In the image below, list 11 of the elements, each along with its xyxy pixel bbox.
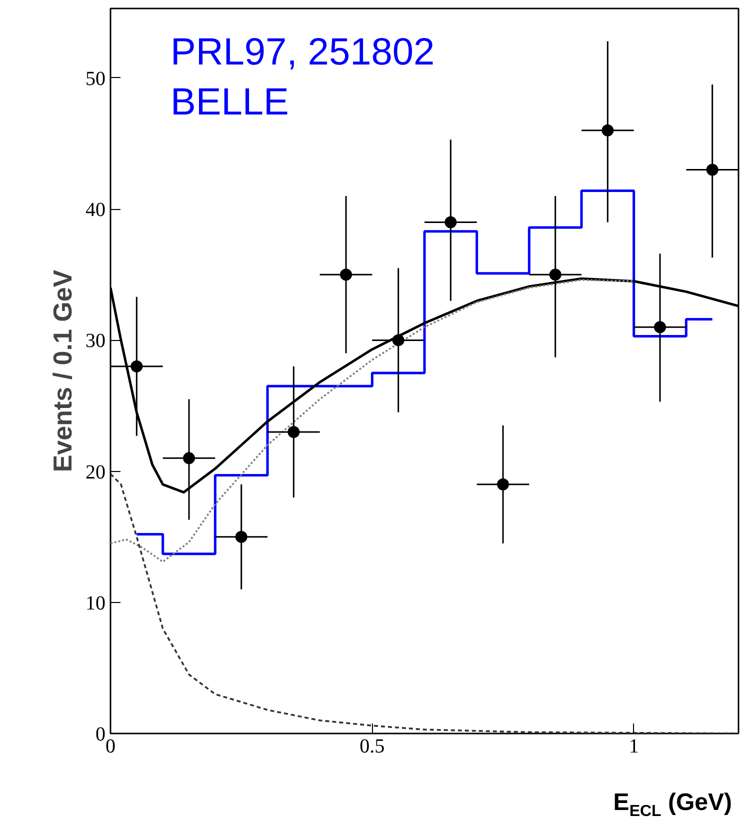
annotation: BELLE — [170, 82, 289, 124]
y-tick-label: 50 — [86, 68, 106, 90]
x-tick-label: 0.5 — [360, 736, 385, 758]
x-tick-label: 1 — [628, 736, 639, 758]
y-tick-label: 10 — [86, 592, 106, 614]
y-tick-label: 30 — [86, 330, 106, 352]
annotation: PRL97, 251802 — [170, 32, 435, 74]
x-axis-title: E$_{ECL}$ (GeV) — [612, 788, 732, 822]
y-tick-label: 40 — [86, 199, 106, 222]
y-axis-title: Events / 0.1 GeV — [48, 269, 78, 472]
y-tick-label: 20 — [86, 461, 106, 484]
